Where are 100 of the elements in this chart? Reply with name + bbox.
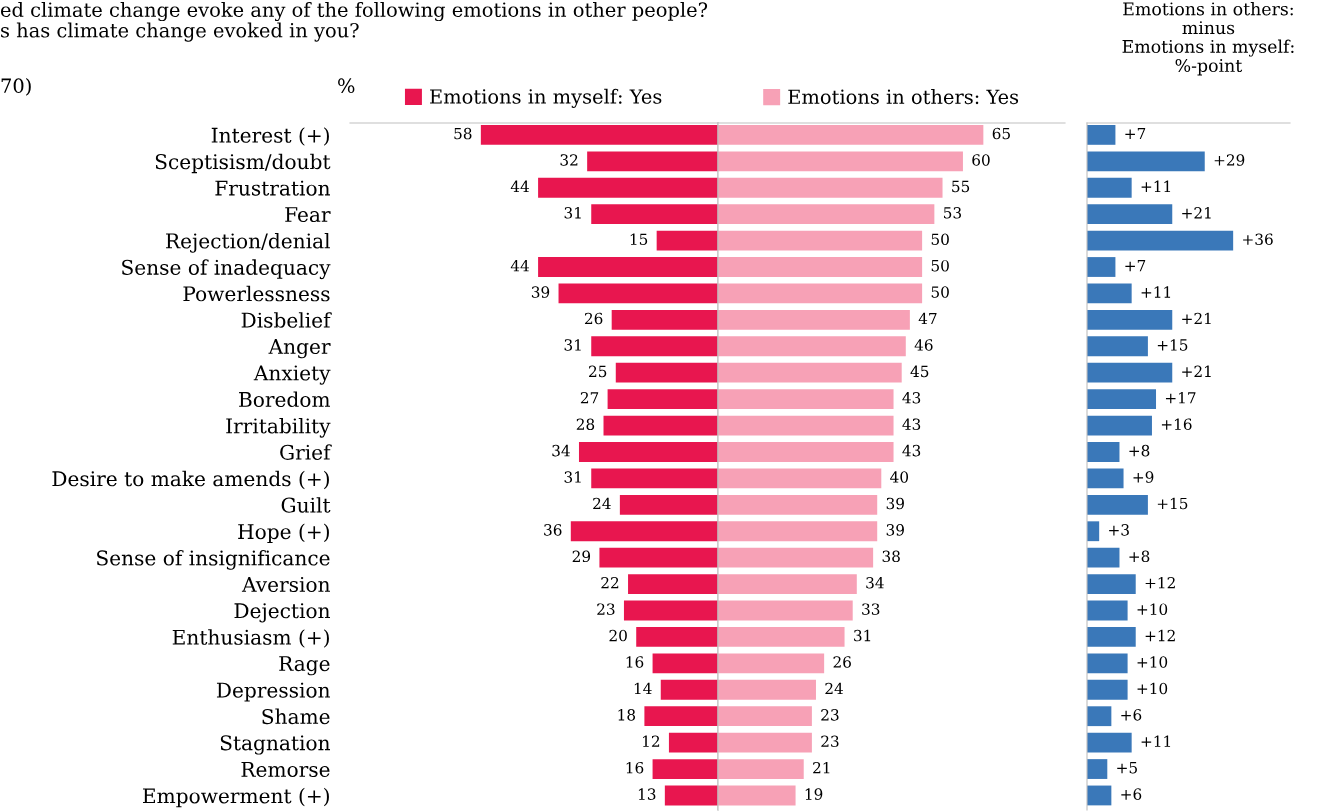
data-label: 32 — [560, 154, 578, 166]
data-label: +7 — [1125, 260, 1146, 272]
data-label: 31 — [564, 339, 581, 351]
data-label: +12 — [1145, 576, 1175, 589]
data-label: 12 — [643, 735, 660, 747]
y-tick-label: Guilt — [281, 497, 331, 513]
data-label: 26 — [833, 656, 851, 668]
data-label: 23 — [821, 735, 839, 748]
data-label: +5 — [1117, 762, 1137, 774]
data-label: +6 — [1121, 709, 1142, 721]
data-label: +7 — [1125, 127, 1146, 140]
data-label: 19 — [805, 788, 823, 800]
y-tick-label: Empowerment (+) — [143, 787, 329, 808]
data-label: 16 — [626, 656, 644, 668]
data-label: 24 — [593, 497, 611, 510]
data-label: 47 — [918, 312, 937, 325]
bar — [1087, 442, 1120, 462]
data-label: 14 — [634, 682, 652, 694]
data-label: 45 — [910, 365, 929, 378]
data-label: +11 — [1141, 735, 1171, 747]
bar — [1087, 785, 1112, 806]
bar — [1087, 521, 1100, 542]
data-label: +15 — [1157, 339, 1188, 351]
bar — [1087, 494, 1148, 515]
data-label: +8 — [1129, 444, 1150, 457]
data-label: +15 — [1157, 497, 1188, 510]
data-label: 34 — [866, 576, 884, 589]
data-label: 31 — [564, 207, 581, 219]
data-label: 58 — [454, 127, 472, 140]
y-tick-label: Sceptisism/doubt — [155, 153, 331, 174]
bar — [1087, 574, 1136, 594]
chart-title: ed climate change evoke any of the following emotions in other people? s has climate change evoked in you? — [0, 2, 708, 42]
bar — [1087, 547, 1120, 568]
chart-title: Emotions in others: minus Emotions in myself: %-point — [1122, 2, 1294, 76]
data-label: 43 — [902, 418, 921, 430]
data-label: 39 — [531, 286, 550, 298]
data-label: 23 — [597, 603, 615, 615]
data-label: 36 — [544, 524, 562, 536]
data-label: 60 — [972, 154, 990, 166]
y-tick-label: Grief — [280, 444, 332, 460]
data-label: +6 — [1121, 788, 1142, 800]
bar — [1087, 653, 1128, 674]
data-label: 53 — [944, 207, 961, 219]
bar — [1087, 151, 1205, 172]
data-label: +36 — [1243, 233, 1273, 246]
data-label: 27 — [580, 392, 599, 404]
data-label: 15 — [630, 233, 648, 246]
y-tick-label: Anxiety — [253, 365, 331, 385]
data-label: +29 — [1214, 154, 1245, 166]
y-tick-label: Stagnation — [220, 735, 330, 755]
bar — [656, 230, 718, 251]
data-label: +10 — [1137, 656, 1168, 668]
data-label: 65 — [992, 127, 1010, 140]
y-tick-label: Anger — [268, 339, 331, 359]
data-label: 44 — [510, 180, 529, 192]
data-label: 33 — [862, 603, 880, 615]
legend-label: Emotions in myself: Yes — [430, 88, 662, 108]
data-label: 21 — [813, 761, 830, 774]
data-label: 40 — [890, 471, 909, 483]
data-label: 24 — [825, 682, 843, 694]
data-label: +3 — [1109, 524, 1129, 536]
data-label: 55 — [952, 180, 970, 193]
data-label: 31 — [854, 629, 871, 642]
y-tick-label: Rejection/denial — [166, 232, 330, 253]
bar — [1087, 627, 1136, 647]
data-label: +9 — [1133, 471, 1154, 483]
data-label: 26 — [584, 312, 603, 325]
data-label: 39 — [886, 524, 904, 536]
text: % — [338, 78, 355, 94]
bar — [1087, 124, 1116, 145]
data-label: +12 — [1145, 629, 1175, 642]
data-label: 50 — [931, 286, 949, 298]
y-tick-label: Disbelief — [241, 312, 332, 328]
bar — [1087, 706, 1112, 727]
y-tick-label: Frustration — [215, 180, 330, 196]
y-tick-label: Sense of insignificance — [97, 550, 330, 570]
data-label: +21 — [1182, 365, 1211, 377]
bar — [1087, 309, 1173, 330]
bar — [1087, 362, 1173, 383]
data-label: 43 — [902, 444, 921, 457]
y-tick-label: Interest (+) — [211, 127, 329, 146]
y-tick-label: Boredom — [239, 391, 331, 408]
data-label: 39 — [886, 497, 904, 510]
data-label: +11 — [1141, 286, 1171, 298]
data-label: +8 — [1129, 550, 1150, 563]
bar — [1087, 336, 1148, 357]
bar — [1087, 283, 1132, 304]
data-label: 44 — [510, 259, 529, 272]
data-label: 38 — [882, 550, 900, 563]
y-tick-label: Enthusiasm (+) — [172, 629, 329, 648]
y-tick-label: Sense of inadequacy — [122, 259, 331, 280]
bar — [1087, 204, 1173, 225]
legend-label: Emotions in others: Yes — [788, 89, 1019, 105]
data-label: 25 — [589, 365, 607, 378]
data-label: 28 — [576, 418, 595, 430]
data-label: +10 — [1137, 603, 1168, 615]
data-label: 23 — [821, 709, 839, 721]
data-label: 29 — [572, 550, 591, 563]
bar — [1087, 679, 1128, 700]
data-label: 16 — [626, 761, 644, 774]
